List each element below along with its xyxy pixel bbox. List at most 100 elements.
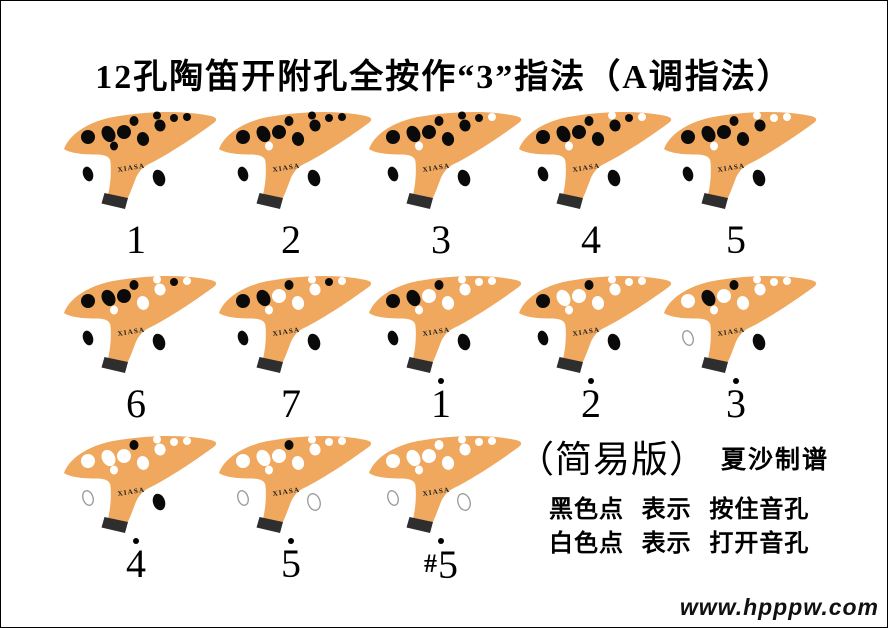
- hole-t5-closed: [338, 113, 346, 121]
- mouthpiece-tip: [406, 193, 433, 209]
- hole-t3-open: [309, 443, 321, 456]
- hole-sL-open: [710, 141, 718, 151]
- mouthpiece-tip: [256, 357, 283, 373]
- ocarina-diagram: XIASA #5: [366, 432, 526, 585]
- hole-t4-open: [170, 438, 178, 446]
- hole-t1-closed: [584, 116, 594, 126]
- ocarina-figure: XIASA: [519, 275, 672, 373]
- hole-thL-closed: [682, 166, 694, 182]
- hole-t3-closed: [154, 119, 166, 132]
- note-label: 7: [216, 378, 366, 424]
- note-label: 2: [516, 378, 666, 424]
- octave-dot: [438, 378, 444, 384]
- ocarina-figure: XIASA: [64, 111, 217, 209]
- hole-t4-closed: [170, 114, 178, 122]
- hole-t2-open: [753, 275, 761, 284]
- hole-b3-closed: [272, 125, 286, 139]
- hole-t5-open: [183, 277, 191, 285]
- hole-t5-open: [783, 113, 791, 121]
- edition-label: （简易版）: [517, 439, 707, 480]
- ocarina-body: [64, 111, 217, 201]
- hole-sL-closed: [110, 141, 118, 151]
- note-label: 4: [516, 214, 666, 262]
- hole-t2-open: [153, 275, 161, 284]
- hole-t2-open: [153, 435, 161, 444]
- ocarina-diagram: XIASA 1: [61, 108, 221, 260]
- mouthpiece-tip: [701, 193, 728, 209]
- mouthpiece-tip: [256, 193, 283, 209]
- hole-thR-closed: [752, 333, 766, 351]
- ocarina-body: [219, 275, 372, 365]
- hole-thR-closed: [607, 169, 621, 187]
- hole-b3-open: [422, 289, 436, 303]
- ocarina-diagram: XIASA 2: [216, 108, 376, 262]
- hole-b2-closed: [101, 125, 116, 143]
- hole-thR-closed: [152, 169, 166, 187]
- hole-b2-closed: [701, 125, 716, 143]
- mouthpiece-tip: [101, 357, 128, 373]
- hole-t2-closed: [153, 111, 161, 120]
- hole-thR-open: [457, 493, 471, 511]
- hole-b4-open: [441, 456, 455, 470]
- hole-b4-open: [291, 296, 305, 310]
- hole-b3-closed: [117, 125, 131, 139]
- hole-thL-closed: [537, 166, 549, 182]
- ocarina-body: [664, 111, 817, 201]
- hole-thR-closed: [457, 169, 471, 187]
- hole-sL-open: [265, 141, 273, 151]
- hole-b3-closed: [422, 125, 436, 139]
- note-number: 5: [726, 217, 746, 262]
- hole-t5-open: [338, 277, 346, 285]
- hole-t3-closed: [754, 119, 766, 132]
- hole-thR-open: [307, 493, 321, 511]
- ocarina-body: [369, 435, 522, 525]
- hole-t3-open: [609, 283, 621, 296]
- ocarina-figure: XIASA: [64, 275, 217, 373]
- hole-b4-open: [441, 296, 455, 310]
- page-title: 12孔陶笛开附孔全按作“3”指法（A调指法）: [95, 59, 793, 96]
- hole-t4-open: [770, 278, 778, 286]
- hole-b2-open: [556, 289, 571, 307]
- hole-b2-closed: [406, 125, 421, 143]
- hole-b2-closed: [101, 289, 116, 307]
- hole-t4-open: [475, 278, 483, 286]
- hole-t5-open: [638, 277, 646, 285]
- note-label: 5: [216, 538, 366, 584]
- ocarina-figure: XIASA: [219, 111, 372, 209]
- hole-sL-open: [565, 141, 573, 151]
- hole-thL-closed: [537, 330, 549, 346]
- hole-b1-closed: [386, 130, 400, 144]
- hole-b2-closed: [406, 289, 421, 307]
- note-label: 1: [61, 214, 211, 260]
- ocarina-body: [519, 275, 672, 365]
- octave-dot: [588, 378, 594, 384]
- ocarina-body: [369, 111, 522, 201]
- note-number: 2: [281, 217, 301, 262]
- hole-b1-closed: [236, 294, 250, 308]
- mouthpiece-tip: [406, 357, 433, 373]
- ocarina-body: [64, 435, 217, 525]
- ocarina-diagram: XIASA 7: [216, 272, 376, 424]
- hole-b3-open: [572, 289, 586, 303]
- note-number: 3: [431, 217, 451, 262]
- hole-thR-closed: [152, 493, 166, 511]
- note-label: 2: [216, 214, 366, 262]
- hole-sL-open: [265, 465, 273, 475]
- ocarina-diagram: XIASA 4: [61, 432, 221, 584]
- hole-b3-open: [117, 449, 131, 463]
- ocarina-body: [369, 275, 522, 365]
- watermark-url: www.hpppw.com: [679, 594, 879, 620]
- legend-white-dot: 白色点 表示 打开音孔: [549, 530, 810, 557]
- hole-b4-closed: [736, 132, 750, 146]
- note-number: 4: [581, 217, 601, 262]
- hole-thL-closed: [237, 330, 249, 346]
- ocarina-diagram: XIASA 6: [61, 272, 221, 424]
- ocarina-body: [219, 435, 372, 525]
- hole-b2-closed: [556, 125, 571, 143]
- hole-t2-open: [753, 111, 761, 120]
- mouthpiece-tip: [406, 517, 433, 533]
- hole-t1-closed: [284, 440, 294, 450]
- ocarina-diagram: XIASA 1: [366, 272, 526, 424]
- mouthpiece-tip: [556, 357, 583, 373]
- ocarina-figure: XIASA: [219, 275, 372, 373]
